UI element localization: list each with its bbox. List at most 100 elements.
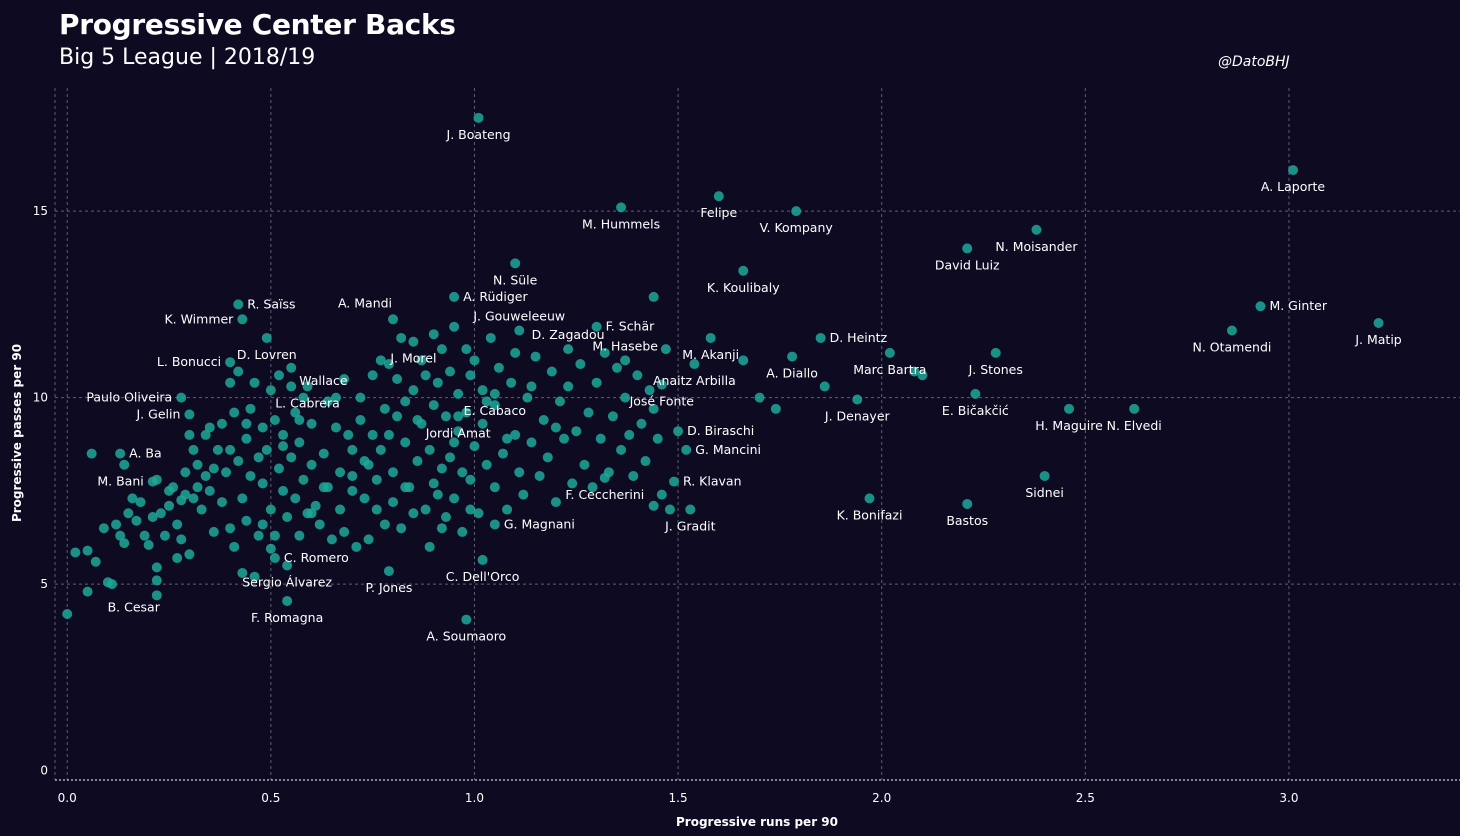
data-point [449, 437, 460, 448]
data-point [669, 476, 680, 487]
data-point [510, 429, 521, 440]
data-point [624, 429, 635, 440]
y-tick-label: 5 [40, 577, 48, 591]
data-point [237, 314, 248, 325]
data-point [664, 504, 675, 515]
data-point [489, 388, 500, 399]
data-point [408, 508, 419, 519]
x-tick-label: 0.5 [261, 791, 280, 805]
data-point [184, 409, 195, 420]
data-point [249, 571, 260, 582]
data-point [335, 504, 346, 515]
data-point [640, 456, 651, 467]
x-tick-label: 0.0 [58, 791, 77, 805]
data-point [261, 332, 272, 343]
data-point [204, 422, 215, 433]
data-point [273, 463, 284, 474]
point-label: G. Mancini [695, 442, 761, 457]
data-point [962, 243, 973, 254]
data-point [449, 493, 460, 504]
point-label: J. Stones [968, 362, 1023, 377]
data-point [331, 422, 341, 433]
data-point [355, 392, 366, 403]
data-point [131, 515, 142, 526]
data-point [542, 452, 553, 463]
data-point [530, 351, 541, 362]
x-axis-label: Progressive runs per 90 [676, 815, 838, 829]
data-point [526, 437, 537, 448]
data-point [583, 407, 594, 418]
data-point [135, 497, 146, 508]
data-point [151, 590, 162, 601]
data-point [852, 394, 863, 405]
point-label: J. Gouweleeuw [472, 308, 565, 323]
point-label: N. Otamendi [1192, 339, 1271, 354]
data-point [502, 504, 513, 515]
point-label: K. Wimmer [164, 311, 234, 326]
data-point [791, 206, 802, 217]
data-point [628, 470, 639, 481]
data-point [445, 452, 456, 463]
data-point [310, 500, 321, 511]
data-point [241, 418, 252, 429]
data-point [371, 504, 382, 515]
data-point [457, 467, 468, 478]
data-point [306, 508, 317, 519]
data-point [388, 497, 399, 508]
data-point [420, 370, 431, 381]
data-point [514, 467, 525, 478]
data-point [200, 470, 211, 481]
point-label: D. Zagadou [532, 327, 605, 342]
point-label: P. Jones [365, 580, 412, 595]
data-point [347, 444, 358, 455]
data-point [493, 362, 504, 373]
data-point [184, 549, 195, 560]
data-point [347, 485, 358, 496]
data-point [440, 411, 451, 422]
data-point [363, 459, 374, 470]
data-point [119, 538, 130, 549]
data-point [111, 519, 122, 530]
data-point [180, 467, 191, 478]
author-credit: @DatoBHJ [1218, 54, 1290, 70]
point-label: M. Bani [97, 474, 143, 489]
data-point [119, 459, 130, 470]
data-point [538, 415, 549, 426]
data-point [436, 523, 447, 534]
data-point [432, 489, 443, 500]
data-point [383, 359, 394, 370]
data-point [188, 493, 199, 504]
data-point [461, 407, 472, 418]
data-point [652, 433, 663, 444]
point-label: David Luiz [935, 257, 1000, 272]
data-point [204, 485, 215, 496]
data-point [229, 541, 240, 552]
data-point [400, 396, 411, 407]
data-point [864, 493, 875, 504]
point-label: J. Boateng [446, 127, 511, 142]
data-point [990, 347, 1001, 358]
data-point [526, 381, 537, 392]
data-point [326, 534, 337, 545]
data-point [286, 381, 297, 392]
data-point [290, 407, 301, 418]
data-point [347, 470, 358, 481]
data-point [176, 392, 187, 403]
data-point [416, 355, 427, 366]
data-point [123, 508, 134, 519]
point-label: A. Mandi [338, 295, 392, 310]
data-point [567, 478, 578, 489]
data-point [453, 426, 464, 437]
data-point [339, 373, 350, 384]
data-point [550, 497, 561, 508]
data-point [229, 407, 240, 418]
data-point [587, 482, 598, 493]
data-point [314, 519, 325, 530]
data-point [534, 470, 545, 481]
data-point [656, 379, 667, 390]
data-point [571, 426, 582, 437]
point-label: C. Romero [284, 550, 349, 565]
data-point [815, 332, 826, 343]
y-tick-label: 10 [33, 391, 48, 405]
data-point [461, 614, 472, 625]
